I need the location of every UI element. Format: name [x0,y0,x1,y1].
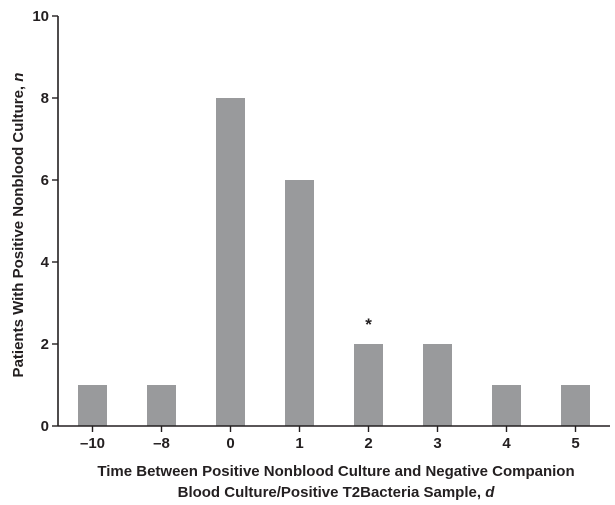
x-axis-title-line2-text: Blood Culture/Positive T2Bacteria Sample… [178,484,481,501]
y-axis-title-unit: n [10,73,27,82]
annotation-0: * [365,315,372,334]
x-tick-label-6: 4 [502,435,511,452]
x-tick-label-4: 2 [364,435,372,452]
y-tick-label-2: 4 [41,254,50,271]
bar-0 [78,385,107,426]
x-axis-title-line1: Time Between Positive Nonblood Culture a… [97,463,574,480]
y-axis-title: Patients With Positive Nonblood Culture,… [10,73,27,378]
x-tick-label-2: 0 [226,435,234,452]
bar-4 [354,344,383,426]
y-tick-label-0: 0 [41,418,49,435]
x-tick-label-0: –10 [80,435,105,452]
x-tick-label-1: –8 [153,435,170,452]
x-axis-title-unit: d [485,484,495,501]
y-tick-label-3: 6 [41,172,49,189]
x-ticks-group: –10 –8 0 1 2 3 4 5 [80,426,580,452]
annotations-group: * [365,315,372,334]
bar-2 [216,98,245,426]
bar-1 [147,385,176,426]
bar-6 [492,385,521,426]
y-axis-title-text: Patients With Positive Nonblood Culture, [10,86,27,378]
y-tick-label-1: 2 [41,336,49,353]
y-tick-label-5: 10 [32,8,49,25]
x-tick-label-7: 5 [571,435,579,452]
x-tick-label-5: 3 [433,435,441,452]
y-ticks-group: 0 2 4 6 8 10 [32,8,58,435]
bar-5 [423,344,452,426]
bar-3 [285,180,314,426]
bars-group [78,98,590,426]
y-tick-label-4: 8 [41,90,49,107]
x-axis-title-line2: Blood Culture/Positive T2Bacteria Sample… [178,484,496,501]
x-tick-label-3: 1 [295,435,303,452]
bar-7 [561,385,590,426]
